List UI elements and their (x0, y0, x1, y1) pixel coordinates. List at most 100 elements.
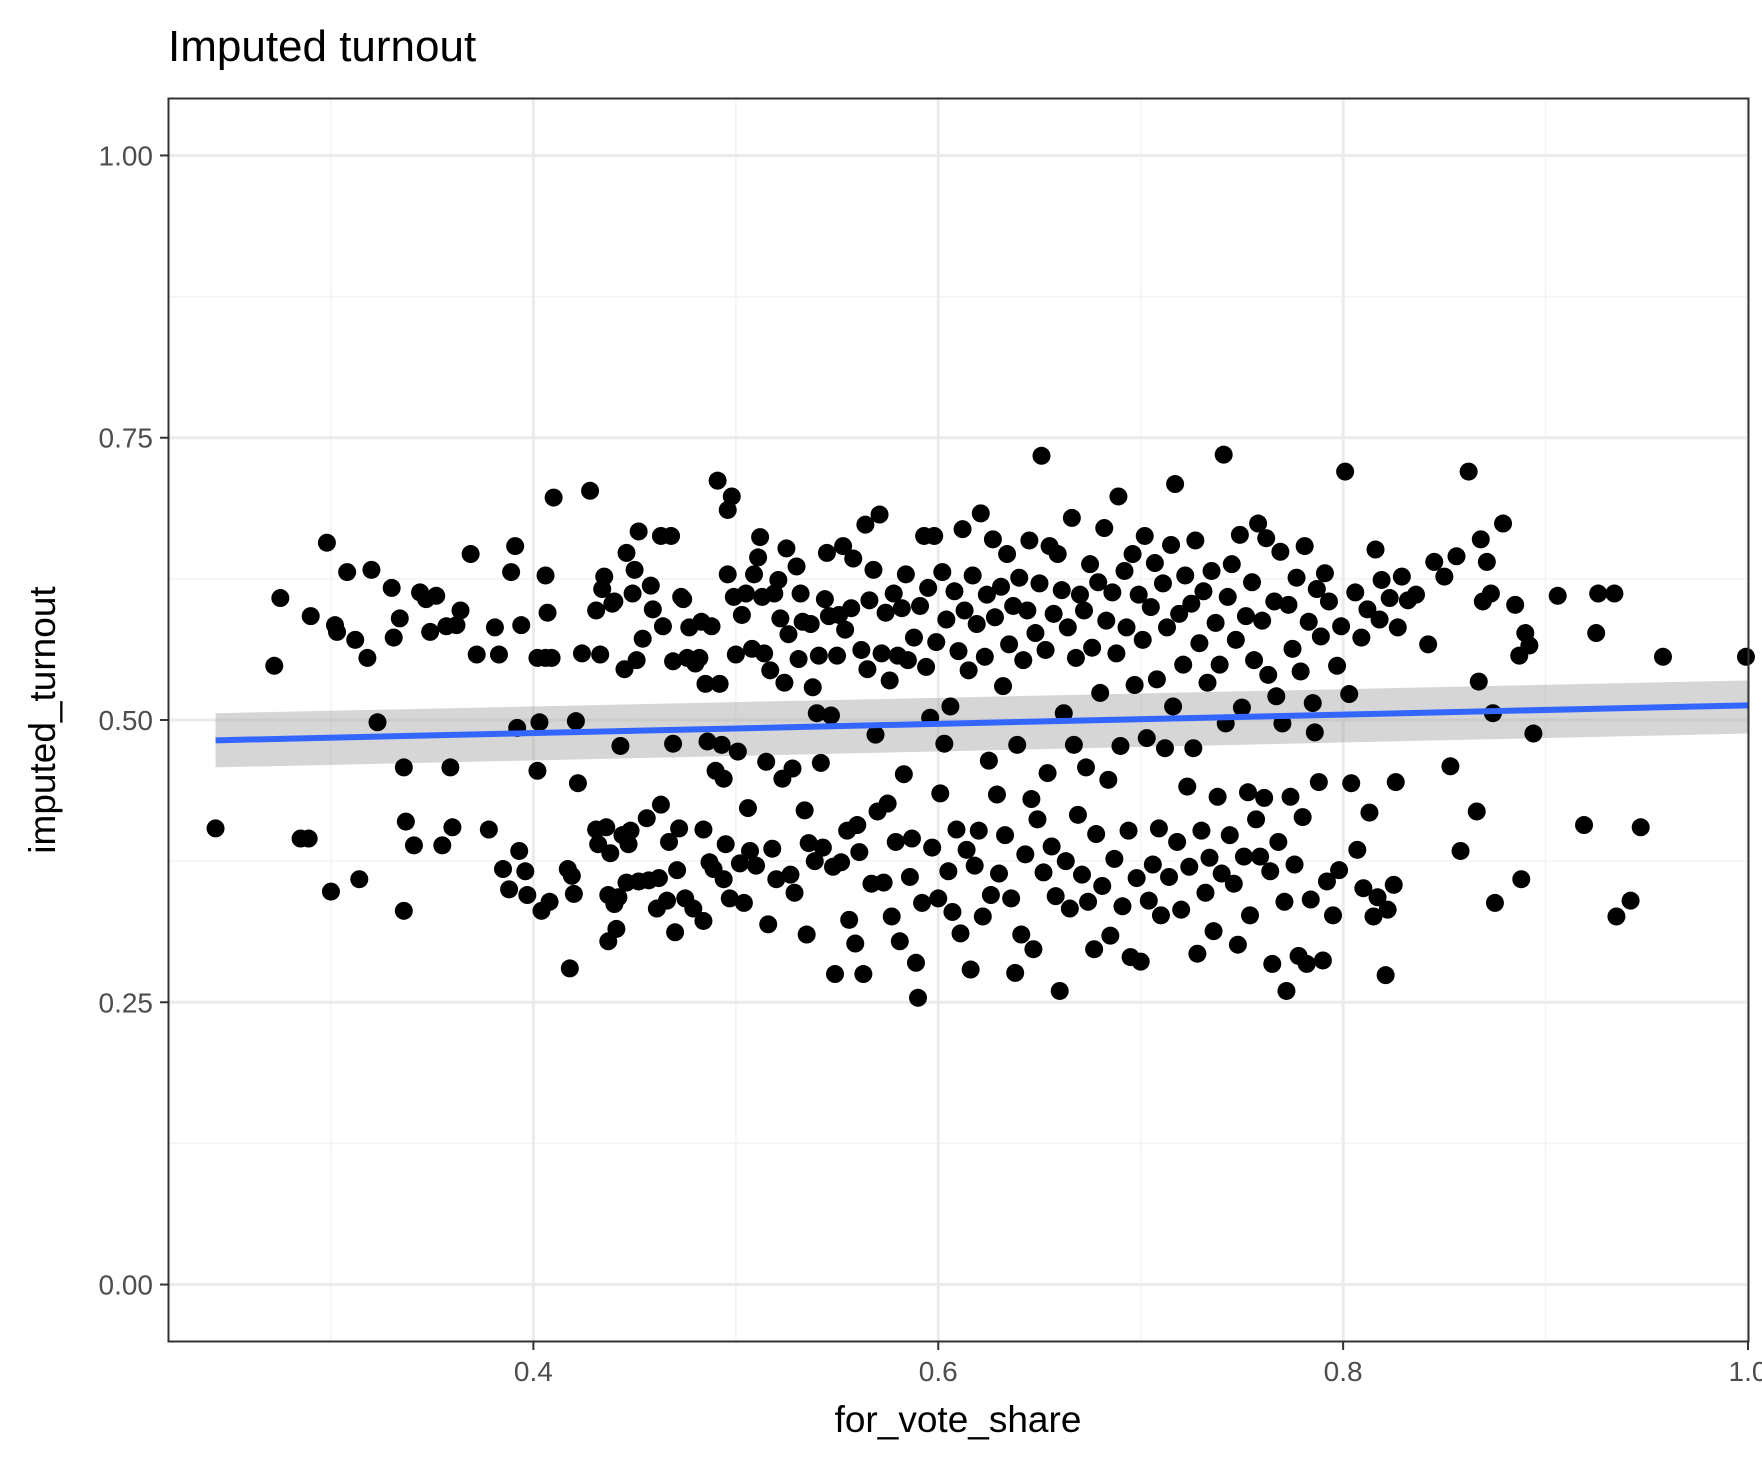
data-point (1129, 585, 1148, 604)
data-point (975, 647, 994, 666)
data-point (747, 856, 766, 875)
data-point (757, 752, 776, 771)
y-tick-label: 0.25 (99, 987, 154, 1018)
data-point (860, 591, 879, 610)
data-point (637, 809, 656, 828)
data-point (1099, 770, 1118, 789)
data-point (1038, 764, 1057, 783)
data-point (856, 515, 875, 534)
data-point (1077, 758, 1096, 777)
data-point (350, 870, 369, 889)
data-point (443, 818, 462, 837)
data-point (1524, 724, 1543, 743)
data-point (1467, 802, 1486, 821)
data-point (653, 617, 672, 636)
data-point (629, 522, 648, 541)
data-point (1293, 808, 1312, 827)
data-point (1075, 601, 1094, 620)
data-point (358, 648, 377, 667)
data-point (1607, 907, 1626, 926)
data-point (1407, 585, 1426, 604)
data-point (627, 651, 646, 670)
data-point (1736, 647, 1755, 666)
data-point (404, 836, 423, 855)
data-point (1388, 618, 1407, 637)
data-point (1319, 592, 1338, 611)
data-point (1360, 803, 1379, 822)
data-point (1052, 581, 1071, 600)
y-tick-label: 1.00 (99, 140, 154, 171)
data-point (797, 925, 816, 944)
data-point (1202, 561, 1221, 580)
data-point (904, 628, 923, 647)
data-point (1230, 525, 1249, 544)
data-point (1113, 897, 1132, 916)
data-point (500, 880, 519, 899)
data-point (799, 834, 818, 853)
data-point (346, 630, 365, 649)
data-point (791, 584, 810, 603)
data-point (996, 826, 1015, 845)
data-point (755, 644, 774, 663)
data-point (1066, 648, 1085, 667)
data-point (1002, 889, 1021, 908)
y-tick-label: 0.00 (99, 1270, 154, 1301)
data-point (1180, 857, 1199, 876)
data-point (611, 736, 630, 755)
data-point (591, 645, 610, 664)
data-point (726, 645, 745, 664)
data-point (740, 841, 759, 860)
data-point (1232, 698, 1251, 717)
data-point (601, 844, 620, 863)
data-point (738, 799, 757, 818)
data-point (836, 620, 855, 639)
data-point (1435, 567, 1454, 586)
data-point (937, 610, 956, 629)
data-point (906, 953, 925, 972)
data-point (965, 856, 984, 875)
chart-title: Imputed turnout (168, 22, 476, 71)
data-point (852, 640, 871, 659)
data-point (1332, 617, 1351, 636)
data-point (1336, 462, 1355, 481)
data-point (625, 560, 644, 579)
data-point (801, 615, 820, 634)
data-point (1133, 630, 1152, 649)
data-point (1548, 586, 1567, 605)
data-point (1358, 600, 1377, 619)
data-point (840, 910, 859, 929)
data-point (732, 605, 751, 624)
data-point (1267, 687, 1286, 706)
data-point (803, 678, 822, 697)
data-point (1587, 624, 1606, 643)
data-point (933, 563, 952, 582)
data-point (826, 965, 845, 984)
data-point (1008, 735, 1027, 754)
data-point (321, 882, 340, 901)
data-point (1089, 573, 1108, 592)
data-point (1303, 694, 1322, 713)
data-point (1261, 862, 1280, 881)
data-point (1253, 611, 1272, 630)
data-point (1346, 583, 1365, 602)
data-point (1190, 634, 1209, 653)
data-point (1380, 589, 1399, 608)
data-point (1241, 906, 1260, 925)
data-point (1313, 951, 1332, 970)
y-tick-label: 0.75 (99, 423, 154, 454)
data-point (1054, 704, 1073, 723)
data-point (1149, 819, 1168, 838)
data-point (1605, 584, 1624, 603)
data-point (1311, 627, 1330, 646)
data-point (1091, 683, 1110, 702)
data-point (595, 567, 614, 586)
data-point (1451, 841, 1470, 860)
data-point (516, 862, 535, 881)
data-point (896, 565, 915, 584)
data-point (271, 589, 290, 608)
data-point (1441, 757, 1460, 776)
data-point (712, 735, 731, 754)
data-point (494, 860, 513, 879)
data-point (536, 566, 555, 585)
data-point (710, 674, 729, 693)
